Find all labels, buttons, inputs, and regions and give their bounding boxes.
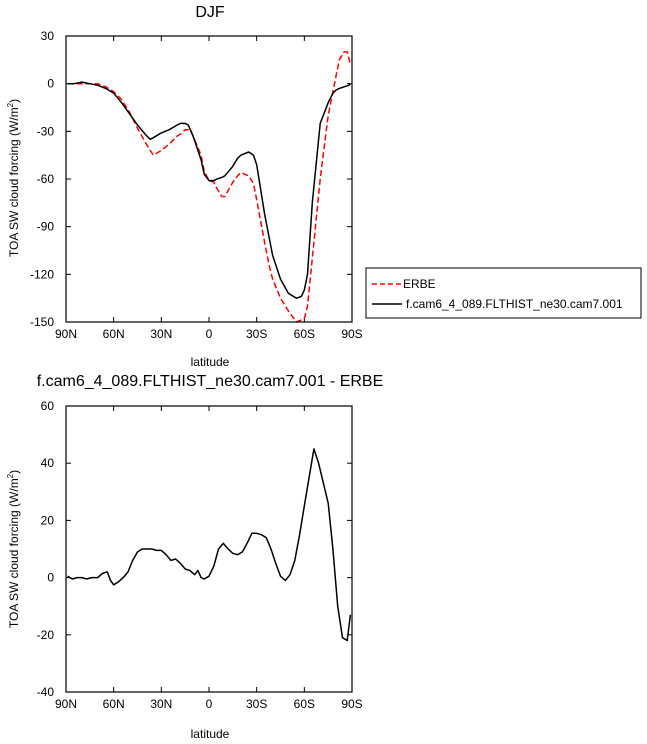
chart-bottom-xtick-label: 30S (246, 697, 267, 711)
chart-top-ytick-label: -90 (37, 220, 55, 234)
chart-top-ytick-label: -150 (30, 315, 54, 329)
chart-bottom-xtick-label: 90S (341, 697, 362, 711)
chart-bottom-ytick-label: 0 (47, 571, 54, 585)
chart-top-xtick-label: 60S (294, 327, 315, 341)
chart-top-xlabel: latitude (191, 355, 230, 369)
chart-top-xtick-label: 60N (103, 327, 125, 341)
legend-box (365, 267, 642, 319)
chart-top-series (67, 51, 352, 323)
chart-top-ylabel-group: TOA SW cloud forcing (W/m2) (6, 99, 21, 257)
chart-bottom-xtick-label: 0 (206, 697, 213, 711)
chart-top-xtick-label: 0 (206, 327, 213, 341)
chart-bottom-xtick-label: 60S (294, 697, 315, 711)
chart-top-ytick-label: -120 (30, 267, 54, 281)
legend: ERBE f.cam6_4_089.FLTHIST_ne30.cam7.001 (365, 267, 642, 319)
chart-top-xtick-label: 30N (150, 327, 172, 341)
chart-top-xtick-label: 30S (246, 327, 267, 341)
chart-bottom-series (67, 448, 352, 642)
chart-bottom-ytick-label: -40 (37, 685, 55, 699)
svg-text:TOA SW cloud forcing (W/m2): TOA SW cloud forcing (W/m2) (6, 99, 21, 257)
chart-top-ylabel-end: ) (7, 99, 21, 103)
chart-bottom-plot-frame (65, 405, 353, 693)
chart-bottom-ytick-label: 20 (41, 513, 55, 527)
chart-top-title: DJF (195, 4, 225, 21)
chart-top-ytick-label: 30 (41, 29, 55, 43)
chart-bottom-ytick-label: 60 (41, 399, 55, 413)
chart-bottom: f.cam6_4_089.FLTHIST_ne30.cam7.001 - ERB… (6, 373, 383, 741)
chart-bottom-ylabel: TOA SW cloud forcing (W/m (7, 478, 21, 628)
chart-top-xtick-label: 90N (55, 327, 77, 341)
chart-top-ylabel-sup: 2 (6, 102, 15, 107)
chart-top: DJF TOA SW cloud forcing (W/m2) 90N 60N 30… (6, 4, 363, 369)
chart-top-grid-ticks: 90N 60N 30N 0 30S 60S 90S 30 0 -30 -60 -90 -120 -150 (30, 29, 363, 341)
chart-bottom-grid-ticks: 90N 60N 30N 0 30S 60S 90S 60 40 20 0 -20 -40 (37, 399, 363, 711)
legend-label-model: f.cam6_4_089.FLTHIST_ne30.cam7.001 (406, 297, 623, 311)
chart-top-ylabel: TOA SW cloud forcing (W/m (7, 107, 21, 257)
chart-top-series-line-1 (67, 81, 351, 299)
chart-top-plot-frame (65, 35, 353, 323)
chart-bottom-xtick-label: 60N (103, 697, 125, 711)
chart-bottom-xlabel: latitude (191, 727, 230, 741)
svg-text:TOA SW cloud forcing (W/m2): TOA SW cloud forcing (W/m2) (6, 470, 21, 628)
chart-bottom-ytick-label: -20 (37, 628, 55, 642)
chart-top-ytick-label: -60 (37, 172, 55, 186)
chart-top-ytick-label: 0 (47, 77, 54, 91)
chart-bottom-series-line-0 (67, 448, 352, 642)
chart-bottom-ylabel-sup: 2 (6, 473, 15, 478)
chart-bottom-xtick-label: 90N (55, 697, 77, 711)
chart-top-xtick-label: 90S (341, 327, 362, 341)
chart-top-series-line-0 (67, 51, 352, 323)
chart-bottom-ylabel-end: ) (7, 470, 21, 474)
chart-bottom-ytick-label: 40 (41, 456, 55, 470)
chart-bottom-xtick-label: 30N (150, 697, 172, 711)
legend-label-erbe: ERBE (403, 277, 436, 291)
chart-bottom-ylabel-group: TOA SW cloud forcing (W/m2) (6, 470, 21, 628)
chart-top-ytick-label: -30 (37, 124, 55, 138)
chart-bottom-title: f.cam6_4_089.FLTHIST_ne30.cam7.001 - ERB… (37, 373, 384, 390)
